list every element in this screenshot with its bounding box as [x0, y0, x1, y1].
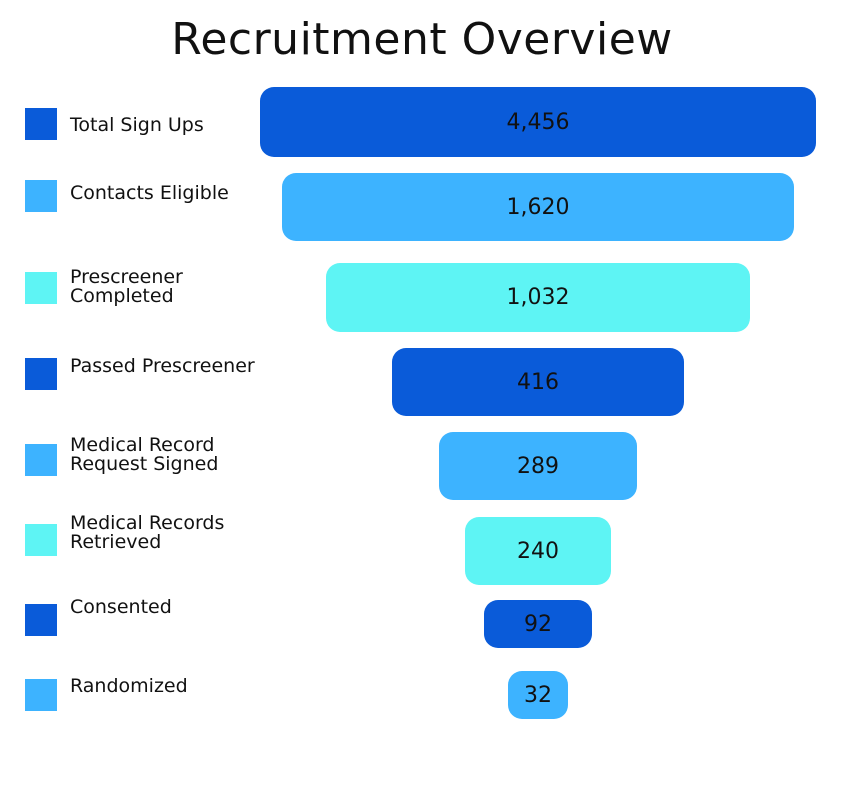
funnel-bar: 289	[439, 432, 637, 500]
legend-swatch	[25, 272, 57, 304]
legend-item: Consented	[25, 598, 265, 650]
legend-swatch	[25, 679, 57, 711]
legend-swatch	[25, 604, 57, 636]
legend-label: Randomized	[70, 675, 188, 697]
bar-value-label: 240	[517, 538, 559, 564]
bar-value-label: 4,456	[506, 109, 570, 135]
legend-item: Randomized	[25, 677, 265, 727]
funnel-bar: 1,620	[282, 173, 794, 241]
legend-swatch	[25, 444, 57, 476]
funnel-bar: 416	[392, 348, 684, 416]
legend-label: Passed Prescreener	[70, 355, 255, 377]
legend-label: Medical Record Request Signed	[70, 434, 219, 475]
legend-swatch	[25, 358, 57, 390]
funnel-bar: 32	[508, 671, 568, 719]
legend-item: Prescreener Completed	[25, 268, 265, 320]
legend-item: Total Sign Ups	[25, 108, 265, 158]
legend-item: Medical Records Retrieved	[25, 514, 265, 570]
legend-label: Medical Records Retrieved	[70, 512, 225, 553]
legend-item: Passed Prescreener	[25, 356, 265, 406]
legend-swatch	[25, 180, 57, 212]
legend-item: Medical Record Request Signed	[25, 436, 265, 490]
legend-label: Contacts Eligible	[70, 182, 229, 204]
legend-swatch	[25, 524, 57, 556]
legend-label: Prescreener Completed	[70, 266, 183, 307]
legend-item: Contacts Eligible	[25, 178, 265, 228]
funnel-bar: 1,032	[326, 263, 750, 332]
funnel-bar: 4,456	[260, 87, 816, 157]
chart-title: Recruitment Overview	[171, 14, 673, 65]
funnel-bar: 240	[465, 517, 611, 585]
bar-value-label: 289	[517, 453, 559, 479]
bar-value-label: 416	[517, 369, 559, 395]
bar-value-label: 32	[524, 682, 552, 708]
bar-value-label: 92	[524, 611, 552, 637]
legend-label: Consented	[70, 596, 172, 618]
legend-label: Total Sign Ups	[70, 114, 204, 136]
bar-value-label: 1,032	[506, 285, 570, 310]
bar-value-label: 1,620	[506, 194, 570, 220]
funnel-bar: 92	[484, 600, 592, 648]
legend-swatch	[25, 108, 57, 140]
